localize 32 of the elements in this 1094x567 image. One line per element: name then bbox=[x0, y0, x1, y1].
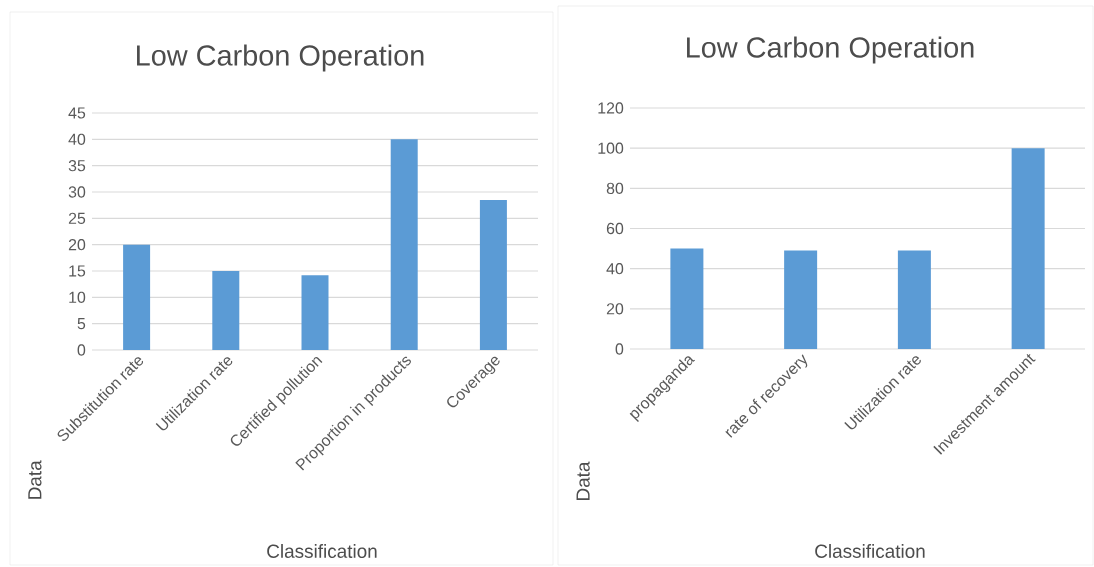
y-tick-label: 15 bbox=[69, 265, 86, 277]
y-tick-label: 35 bbox=[68, 160, 86, 172]
bar bbox=[784, 250, 818, 349]
y-tick-label: 30 bbox=[68, 186, 86, 198]
y-tick-label: 10 bbox=[69, 291, 86, 303]
y-tick-label: 20 bbox=[68, 239, 86, 251]
x-axis-title: Classification bbox=[267, 544, 377, 558]
y-tick-label: 120 bbox=[598, 102, 624, 114]
bar bbox=[301, 275, 329, 350]
y-tick-label: 40 bbox=[68, 133, 86, 145]
bar bbox=[897, 250, 931, 349]
y-tick-label: 25 bbox=[68, 212, 86, 224]
bar bbox=[479, 199, 507, 350]
y-axis-title: Data bbox=[576, 461, 590, 500]
y-tick-label: 0 bbox=[77, 344, 86, 356]
y-tick-label: 80 bbox=[606, 182, 624, 194]
bar bbox=[1011, 148, 1045, 349]
x-axis-title: Classification bbox=[815, 544, 925, 558]
y-tick-label: 40 bbox=[606, 263, 624, 275]
bar bbox=[123, 244, 151, 350]
y-axis-title: Data bbox=[28, 460, 42, 499]
bar bbox=[390, 139, 418, 350]
y-tick-label: 100 bbox=[598, 142, 624, 154]
y-tick-label: 0 bbox=[615, 343, 624, 355]
bar bbox=[670, 248, 704, 349]
chart-title: Low Carbon Operation bbox=[137, 44, 424, 72]
y-tick-label: 60 bbox=[606, 222, 624, 235]
y-tick-label: 45 bbox=[68, 107, 86, 119]
chart-title: Low Carbon Operation bbox=[687, 36, 974, 64]
bar bbox=[212, 271, 240, 350]
y-tick-label: 5 bbox=[77, 318, 86, 330]
y-tick-label: 20 bbox=[606, 303, 624, 315]
